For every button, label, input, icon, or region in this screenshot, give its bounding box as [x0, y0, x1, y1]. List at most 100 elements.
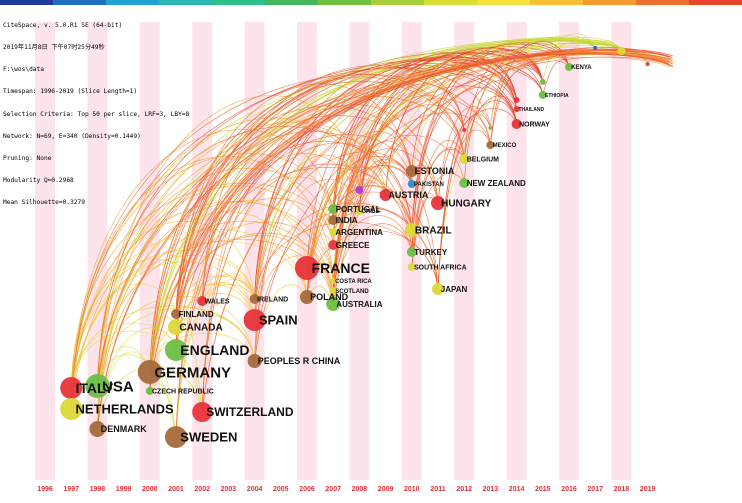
legend-swatch [689, 0, 742, 5]
node-switzerland[interactable] [192, 402, 213, 422]
node-netherlands[interactable] [60, 398, 83, 420]
node-australia[interactable] [326, 297, 341, 311]
node-poland[interactable] [300, 290, 314, 304]
node-italy[interactable] [60, 377, 83, 399]
node-unlabeled[interactable] [462, 128, 467, 132]
node-south-africa[interactable] [407, 263, 416, 271]
node-label: GERMANY [154, 364, 231, 381]
node-label: JAPAN [441, 285, 468, 294]
citation-link [149, 221, 334, 392]
citation-link [411, 149, 465, 253]
legend-swatch [477, 0, 531, 5]
info-network: Network: N=69, E=340 (Density=0.1449) [3, 132, 141, 140]
legend-swatch [53, 0, 107, 5]
node-label: ARGENTINA [335, 228, 383, 237]
legend-swatch [583, 0, 637, 5]
node-unlabeled[interactable] [539, 79, 546, 85]
info-silhouette: Mean Silhouette=0.3279 [3, 199, 85, 207]
citation-link [306, 179, 386, 298]
citation-link [175, 57, 544, 351]
node-argentina[interactable] [329, 228, 338, 236]
node-ethiopia[interactable] [538, 91, 547, 99]
node-kenya[interactable] [565, 63, 573, 71]
node-chile[interactable] [355, 207, 364, 215]
node-estonia[interactable] [405, 165, 418, 177]
node-label: ETHIOPIA [545, 93, 569, 99]
node-hungary[interactable] [431, 196, 445, 210]
node-pakistan[interactable] [407, 180, 416, 188]
node-unlabeled[interactable] [355, 186, 364, 194]
citation-link [463, 95, 517, 160]
citation-link [97, 354, 177, 438]
node-scotland[interactable] [329, 287, 338, 295]
node-czech-republic[interactable] [145, 387, 154, 395]
year-label: 2005 [273, 486, 289, 493]
legend-swatch [636, 0, 690, 5]
citation-link [332, 191, 413, 233]
node-india[interactable] [328, 215, 339, 225]
citation-link [70, 156, 334, 410]
legend-swatch [318, 0, 372, 5]
node-belgium[interactable] [459, 154, 470, 164]
node-costa-rica[interactable] [330, 278, 337, 284]
node-brazil[interactable] [404, 223, 419, 237]
info-criteria: Selection Criteria: Top 50 per slice, LR… [3, 110, 190, 118]
node-mexico[interactable] [486, 141, 495, 149]
node-unlabeled[interactable] [488, 126, 493, 130]
node-label: DENMARK [101, 424, 147, 434]
citation-link [411, 109, 465, 231]
node-thailand[interactable] [513, 106, 520, 112]
node-new-zealand[interactable] [459, 178, 470, 188]
node-label: MEXICO [493, 143, 517, 149]
node-norway[interactable] [511, 119, 522, 129]
year-label: 2008 [352, 486, 368, 493]
node-finland[interactable] [171, 309, 181, 319]
year-axis: 1996 1997 1998 1999 2000 2001 2002 2003 2004 2005… [37, 486, 655, 493]
node-greece[interactable] [328, 240, 339, 250]
legend-swatch [212, 0, 266, 5]
node-wales[interactable] [197, 296, 208, 306]
year-stripe-2018 [611, 22, 632, 480]
node-ireland[interactable] [249, 294, 260, 304]
node-unlabeled[interactable] [513, 97, 520, 103]
node-denmark[interactable] [89, 421, 106, 437]
node-germany[interactable] [137, 360, 162, 384]
citation-link [332, 47, 674, 292]
citation-link [437, 80, 517, 290]
country-nodes[interactable] [60, 46, 650, 448]
node-label: SOUTH AFRICA [414, 264, 467, 271]
node-label: GREECE [336, 241, 370, 250]
node-spain[interactable] [243, 309, 266, 331]
citation-link [149, 373, 203, 413]
node-france[interactable] [295, 256, 319, 280]
node-peoples-r-china[interactable] [247, 354, 262, 368]
node-label: INDIA [336, 216, 358, 225]
legend-swatch [424, 0, 478, 5]
node-portugal[interactable] [328, 204, 339, 214]
node-unlabeled[interactable] [617, 47, 626, 55]
citation-link [70, 255, 255, 410]
legend-swatch [265, 0, 319, 5]
citation-link [70, 129, 334, 410]
citation-link [254, 56, 674, 362]
node-label: TURKEY [414, 248, 448, 257]
node-turkey[interactable] [406, 247, 417, 257]
node-japan[interactable] [432, 283, 444, 295]
info-date: 2019年11月8日 下午07时25分49秒 [3, 44, 105, 52]
year-label: 2019 [640, 486, 656, 493]
node-unlabeled[interactable] [645, 62, 650, 66]
year-label: 2016 [561, 486, 577, 493]
node-england[interactable] [165, 339, 187, 361]
node-usa[interactable] [85, 374, 110, 398]
year-label: 2012 [456, 486, 472, 493]
citation-link [149, 383, 177, 438]
node-sweden[interactable] [165, 426, 187, 448]
node-canada[interactable] [168, 319, 184, 335]
node-austria[interactable] [379, 189, 392, 201]
node-label: PAKISTAN [414, 182, 444, 188]
node-unlabeled[interactable] [593, 46, 598, 50]
node-label: PEOPLES R CHINA [258, 356, 341, 366]
